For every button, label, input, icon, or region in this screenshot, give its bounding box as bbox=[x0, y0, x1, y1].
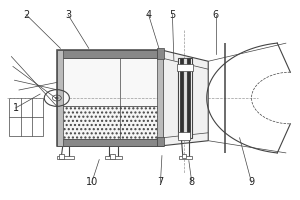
Bar bbox=[105, 156, 122, 159]
Text: 1: 1 bbox=[13, 103, 19, 113]
Bar bbox=[110, 154, 115, 159]
Bar bbox=[157, 48, 164, 59]
Bar bbox=[157, 137, 164, 146]
Text: 9: 9 bbox=[248, 177, 255, 187]
Text: 3: 3 bbox=[65, 10, 71, 20]
Bar bbox=[9, 98, 44, 136]
Polygon shape bbox=[163, 50, 208, 146]
Bar bbox=[57, 50, 163, 106]
Bar bbox=[182, 154, 186, 158]
Bar bbox=[180, 58, 190, 138]
Bar bbox=[179, 156, 192, 159]
Bar bbox=[57, 50, 63, 146]
Text: 2: 2 bbox=[23, 10, 29, 20]
Text: 8: 8 bbox=[189, 177, 195, 187]
Bar bbox=[178, 58, 192, 138]
Text: 6: 6 bbox=[213, 10, 219, 20]
Bar bbox=[57, 156, 74, 159]
Bar bbox=[57, 50, 163, 146]
Bar bbox=[187, 58, 190, 138]
Bar bbox=[57, 50, 163, 58]
Bar bbox=[57, 106, 163, 146]
Text: 10: 10 bbox=[85, 177, 98, 187]
Bar bbox=[157, 50, 163, 146]
Circle shape bbox=[56, 97, 58, 99]
Text: 5: 5 bbox=[169, 10, 176, 20]
Bar bbox=[177, 64, 193, 71]
Text: 4: 4 bbox=[146, 10, 152, 20]
Text: 7: 7 bbox=[157, 177, 164, 187]
Bar bbox=[180, 58, 183, 138]
Bar bbox=[59, 154, 64, 159]
Bar bbox=[178, 132, 190, 140]
Bar bbox=[57, 139, 163, 146]
